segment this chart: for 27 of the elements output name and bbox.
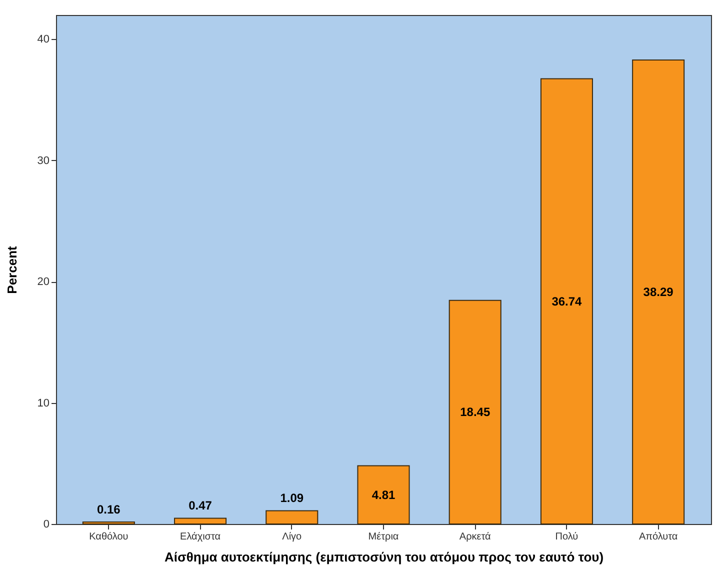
y-tick-label: 40 bbox=[37, 34, 50, 46]
y-tick-label: 20 bbox=[37, 276, 50, 288]
x-tick-label: Απόλυτα bbox=[638, 532, 678, 542]
bar bbox=[540, 78, 593, 524]
bar bbox=[357, 465, 410, 524]
x-tick-label: Καθόλου bbox=[89, 532, 128, 542]
data-label: 0.16 bbox=[96, 502, 121, 516]
data-label: 36.74 bbox=[552, 294, 582, 308]
data-label: 4.81 bbox=[372, 488, 396, 502]
bar bbox=[266, 510, 318, 524]
data-label: 18.45 bbox=[460, 405, 490, 420]
y-axis-title: Percent bbox=[4, 245, 20, 294]
data-label: 38.29 bbox=[643, 284, 674, 299]
x-tick-label: Μέτρια bbox=[368, 532, 399, 542]
x-tick-label: Αρκετά bbox=[459, 532, 492, 542]
y-tick-label: 10 bbox=[37, 397, 50, 410]
x-tick-label: Πολύ bbox=[555, 532, 578, 542]
y-tick-label: 0 bbox=[43, 518, 50, 530]
data-label: 1.09 bbox=[280, 491, 304, 506]
bar bbox=[174, 518, 227, 524]
y-tick-label: 30 bbox=[37, 154, 50, 167]
x-axis-title: Αίσθημα αυτοεκτίμησης (εμπιστοσύνη του ατόμου προς τον εαυτό του) bbox=[164, 550, 604, 564]
x-tick-label: Λίγο bbox=[282, 532, 302, 542]
bar bbox=[632, 59, 685, 524]
bar bbox=[448, 300, 502, 524]
data-label: 0.47 bbox=[188, 498, 212, 513]
x-tick-label: Ελάχιστα bbox=[180, 532, 221, 542]
